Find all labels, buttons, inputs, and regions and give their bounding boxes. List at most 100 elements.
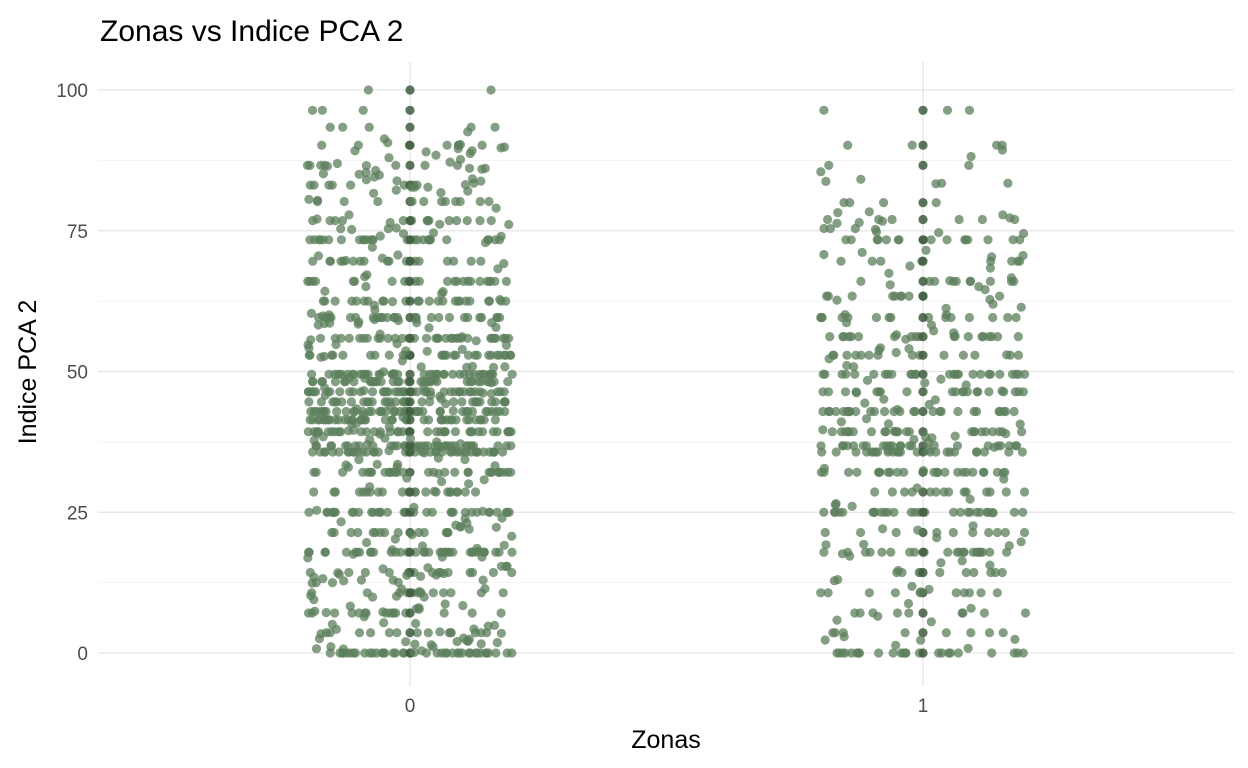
data-point — [433, 296, 443, 306]
data-point — [358, 105, 368, 115]
data-point — [436, 442, 446, 452]
data-point — [1009, 648, 1019, 658]
data-point — [923, 445, 934, 455]
data-point — [325, 318, 335, 328]
data-point — [1005, 213, 1015, 223]
data-point — [842, 350, 852, 360]
data-point — [413, 296, 423, 306]
data-point — [884, 445, 894, 455]
data-point — [1011, 312, 1021, 323]
data-point — [926, 617, 936, 627]
data-point — [337, 216, 348, 226]
data-point — [379, 618, 389, 628]
data-point — [832, 648, 842, 658]
data-point — [405, 296, 415, 306]
data-point — [484, 196, 494, 207]
data-point — [820, 635, 830, 645]
data-point — [846, 235, 856, 245]
data-point — [429, 486, 439, 496]
data-point — [983, 235, 993, 245]
data-point — [466, 256, 476, 266]
data-point — [931, 487, 941, 497]
data-point — [448, 406, 458, 416]
data-point — [423, 182, 433, 192]
data-point — [864, 207, 874, 217]
data-point — [905, 261, 915, 271]
data-point — [380, 467, 390, 477]
data-point — [392, 628, 402, 638]
data-point — [825, 224, 836, 234]
data-point — [426, 312, 436, 323]
data-point — [844, 406, 854, 417]
data-point — [913, 525, 923, 535]
data-point — [463, 127, 473, 137]
data-point — [955, 507, 966, 517]
data-point — [453, 296, 463, 306]
data-point — [1002, 350, 1012, 360]
data-point — [819, 105, 829, 115]
data-point — [405, 441, 415, 451]
data-point — [488, 362, 499, 372]
data-point — [480, 238, 491, 248]
data-point — [392, 427, 403, 437]
data-point — [467, 377, 477, 387]
data-point — [388, 608, 398, 618]
data-point — [450, 427, 460, 437]
data-point — [354, 317, 364, 327]
data-point — [409, 502, 419, 512]
data-point — [985, 547, 995, 557]
data-point — [832, 295, 842, 305]
data-point — [874, 387, 884, 397]
data-point — [334, 447, 344, 457]
data-point — [446, 588, 456, 598]
data-point — [378, 296, 388, 306]
data-point — [823, 214, 833, 225]
data-point — [965, 276, 976, 286]
data-point — [417, 397, 427, 407]
data-point — [926, 235, 936, 245]
data-point — [502, 441, 512, 451]
data-point — [360, 648, 370, 658]
data-point — [496, 561, 506, 571]
data-point — [918, 628, 928, 638]
data-point — [883, 369, 893, 379]
data-point — [377, 406, 387, 417]
data-point — [485, 276, 495, 286]
data-point — [905, 547, 915, 557]
data-point — [303, 553, 313, 563]
data-point — [931, 198, 941, 208]
data-point — [361, 161, 371, 171]
data-point — [309, 467, 319, 477]
data-point — [405, 434, 415, 444]
data-point — [407, 196, 417, 207]
data-point — [419, 415, 429, 425]
data-point — [832, 615, 842, 625]
data-point — [918, 160, 928, 170]
data-point — [436, 188, 446, 198]
data-point — [463, 186, 473, 196]
data-point — [500, 362, 510, 372]
data-point — [936, 406, 946, 417]
data-point — [414, 256, 424, 266]
data-point — [844, 467, 854, 477]
data-point — [321, 607, 331, 618]
data-point — [421, 333, 432, 343]
data-point — [324, 310, 334, 320]
data-point — [952, 441, 963, 451]
data-point — [962, 387, 973, 397]
data-point — [1018, 507, 1028, 517]
data-point — [469, 624, 479, 634]
data-point — [401, 346, 411, 356]
data-point — [304, 397, 314, 407]
data-point — [877, 547, 887, 557]
data-point — [867, 256, 877, 266]
data-point — [362, 537, 372, 548]
data-point — [312, 505, 322, 515]
data-point — [368, 235, 378, 245]
data-point — [1015, 419, 1025, 429]
data-point — [314, 634, 324, 644]
data-point — [460, 454, 470, 465]
data-point — [849, 362, 859, 372]
data-point — [490, 620, 500, 631]
data-point — [490, 461, 500, 471]
